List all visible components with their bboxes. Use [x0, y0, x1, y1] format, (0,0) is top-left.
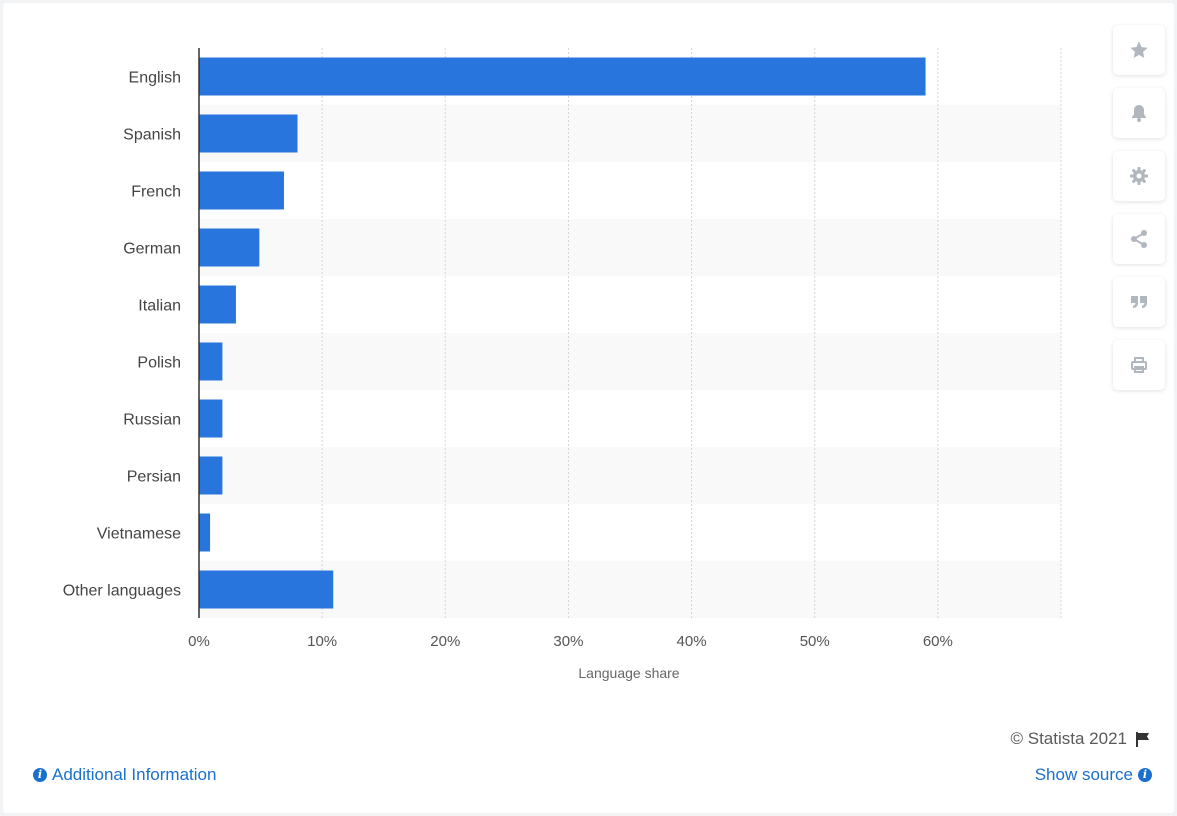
bar [199, 342, 223, 381]
row-stripe [199, 105, 1061, 162]
copyright: © Statista 2021 [1011, 729, 1152, 749]
category-label: German [123, 241, 181, 258]
category-label: Persian [127, 469, 181, 486]
info-icon: i [1138, 768, 1152, 782]
share-button[interactable] [1113, 214, 1165, 264]
row-stripe [199, 219, 1061, 276]
x-tick-label: 0% [188, 633, 210, 650]
category-label: Vietnamese [97, 526, 181, 543]
x-axis-title: Language share [578, 665, 679, 681]
category-label: Polish [137, 355, 181, 372]
row-stripe [199, 561, 1061, 618]
bell-icon [1132, 105, 1146, 122]
print-icon [1131, 357, 1147, 373]
favorite-button[interactable] [1113, 25, 1165, 75]
bar [199, 171, 284, 210]
info-icon: i [33, 768, 47, 782]
x-tick-label: 50% [800, 633, 830, 650]
x-tick-label: 20% [430, 633, 460, 650]
chart-card: 0% 10% 20% 30% 40% 50% 60% English Spanish French… [3, 3, 1174, 813]
settings-button[interactable] [1113, 151, 1165, 201]
star-icon [1130, 41, 1148, 58]
x-tick-label: 60% [923, 633, 953, 650]
gear-icon [1130, 167, 1148, 185]
bar [199, 513, 211, 552]
x-tick-label: 40% [677, 633, 707, 650]
bar [199, 456, 223, 495]
show-source-label: Show source [1034, 765, 1133, 784]
x-tick-label: 10% [307, 633, 337, 650]
additional-information-link[interactable]: i Additional Information [33, 765, 216, 785]
bar [199, 228, 260, 267]
bar-chart: 0% 10% 20% 30% 40% 50% 60% English Spanish French… [63, 48, 1062, 681]
additional-information-label: Additional Information [52, 765, 217, 784]
bar [199, 570, 334, 609]
category-label: English [129, 70, 181, 87]
notification-button[interactable] [1113, 88, 1165, 138]
cite-button[interactable] [1113, 277, 1165, 327]
print-button[interactable] [1113, 340, 1165, 390]
share-icon [1131, 230, 1147, 248]
bar [199, 114, 298, 153]
show-source-link[interactable]: Show source i [1035, 765, 1152, 785]
category-label: Italian [138, 298, 181, 315]
bar [199, 57, 926, 96]
category-label: Other languages [63, 583, 181, 600]
bar [199, 399, 223, 438]
flag-icon[interactable] [1135, 731, 1151, 747]
quote-icon [1131, 296, 1147, 308]
category-label: Spanish [123, 127, 181, 144]
row-stripe [199, 333, 1061, 390]
category-label: French [131, 184, 181, 201]
x-tick-label: 30% [553, 633, 583, 650]
copyright-text: © Statista 2021 [1010, 729, 1128, 748]
row-stripe [199, 447, 1061, 504]
category-label: Russian [123, 412, 181, 429]
bar [199, 285, 236, 324]
